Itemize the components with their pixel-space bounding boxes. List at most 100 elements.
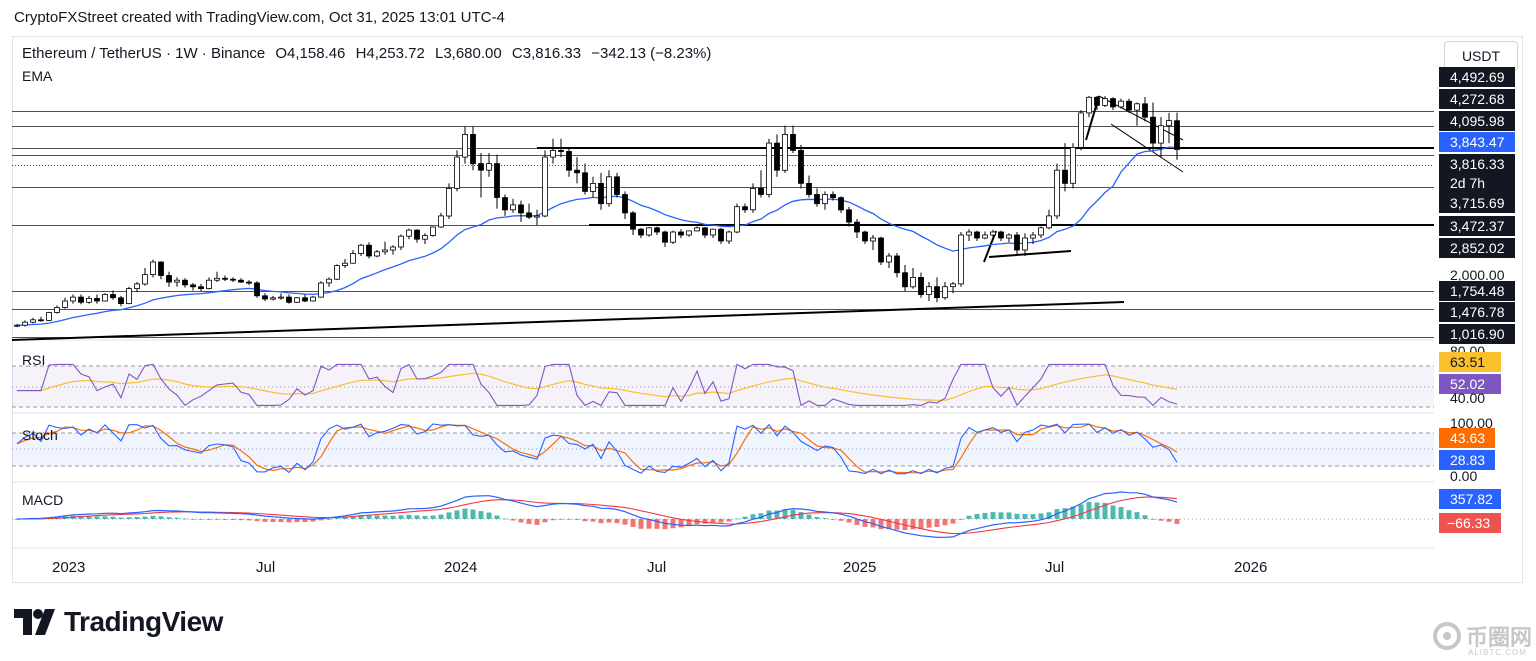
stoch-axis-label: 0.00 [1450, 468, 1477, 484]
candle-body [390, 246, 396, 251]
macd-histogram-bar [1022, 514, 1028, 519]
candle-body [766, 142, 772, 195]
macd-pane-label[interactable]: MACD [22, 492, 64, 508]
macd-histogram-bar [518, 519, 524, 523]
candle-body [78, 296, 84, 303]
macd-histogram-bar [918, 519, 924, 529]
macd-histogram-bar [1094, 502, 1100, 519]
candle-body [894, 255, 900, 274]
candle-body [710, 228, 716, 236]
price-axis-label: 4,492.69 [1450, 69, 1505, 85]
macd-histogram-bar [758, 513, 764, 519]
macd-histogram-bar [526, 519, 532, 524]
macd-histogram-bar [262, 519, 268, 522]
candle-body [1166, 120, 1172, 127]
channel-bottom-line [1110, 123, 1184, 173]
macd-histogram-bar [574, 519, 580, 520]
macd-histogram-bar [254, 519, 260, 522]
macd-histogram-bar [1134, 512, 1140, 519]
price-axis-label: 4,272.68 [1450, 91, 1505, 107]
candle-body [878, 237, 884, 263]
candle-body [326, 278, 332, 284]
candle-body [1110, 98, 1116, 108]
candle-body [1030, 234, 1036, 239]
ohlc-close: C3,816.33 [511, 45, 582, 62]
candle-body [30, 319, 36, 323]
macd-histogram-bar [1166, 519, 1172, 522]
watermark-text: 币圈网 [1466, 625, 1533, 650]
candle-body [406, 229, 412, 237]
candle-body [302, 297, 308, 302]
tradingview-logo[interactable]: TradingView [14, 606, 223, 638]
macd-histogram-bar [102, 516, 108, 519]
stoch-pane-label[interactable]: Stoch [22, 427, 58, 443]
candle-body [494, 163, 500, 198]
symbol-pair[interactable]: Ethereum / TetherUS · 1W · Binance [22, 45, 266, 62]
price-axis-label: 1,754.48 [1450, 283, 1505, 299]
macd-histogram-bar [470, 509, 476, 519]
candle-body [102, 294, 108, 302]
candle-body [358, 244, 364, 254]
candle-body [1150, 116, 1156, 144]
ema-indicator-label[interactable]: EMA [22, 68, 53, 84]
candle-body [342, 262, 348, 267]
symbol-legend: Ethereum / TetherUS · 1W · Binance O4,15… [22, 45, 717, 62]
candle-body [902, 272, 908, 288]
macd-histogram-bar [222, 519, 228, 520]
candle-body [550, 149, 556, 158]
macd-histogram-bar [734, 518, 740, 520]
candle-body [958, 234, 964, 285]
candle-body [846, 209, 852, 223]
candle-body [246, 281, 252, 284]
macd-histogram-bar [1118, 507, 1124, 519]
consolidation-line [988, 250, 1072, 258]
macd-histogram-bar [198, 519, 204, 520]
candle-body [214, 277, 220, 281]
ohlc-open: O4,158.46 [275, 45, 346, 62]
price-axis-label: 3,816.33 [1450, 156, 1505, 172]
macd-histogram-bar [854, 519, 860, 525]
macd-histogram-bar [206, 519, 212, 520]
candle-body [158, 261, 164, 276]
candle-body [798, 149, 804, 184]
candle-body [1062, 169, 1068, 184]
macd-histogram-bar [966, 515, 972, 519]
macd-histogram-bar [670, 519, 676, 529]
candle-body [854, 221, 860, 233]
macd-histogram-bar [334, 518, 340, 519]
price-axis-label: 3,843.47 [1450, 134, 1505, 150]
candle-body [782, 133, 788, 171]
macd-histogram-bar [566, 519, 572, 520]
candle-body [1126, 100, 1132, 111]
candle-body [950, 283, 956, 288]
candle-body [582, 172, 588, 192]
price-axis-tag [1439, 89, 1515, 109]
candle-body [742, 206, 748, 211]
candle-body [838, 197, 844, 211]
macd-histogram-bar [1030, 514, 1036, 519]
currency-button[interactable]: USDT [1444, 41, 1518, 71]
macd-histogram-bar [550, 519, 556, 521]
macd-histogram-bar [366, 515, 372, 519]
candle-body [1118, 100, 1124, 108]
rsi-ma-value: 63.51 [1450, 354, 1485, 370]
price-axis-tag [1439, 238, 1515, 258]
candle-body [734, 206, 740, 233]
price-axis-tag [1439, 302, 1515, 322]
macd-histogram-bar [1158, 519, 1164, 521]
candle-body [806, 182, 812, 195]
stoch-d-tag [1439, 428, 1495, 448]
rsi-axis-label: 40.00 [1450, 390, 1485, 406]
breakout-line [983, 230, 997, 263]
candle-body [94, 297, 100, 302]
candle-body [622, 194, 628, 214]
macd-histogram-bar [654, 519, 660, 529]
candle-body [382, 249, 388, 253]
macd-histogram-bar [958, 519, 964, 520]
candle-body [670, 231, 676, 243]
macd-histogram-bar [422, 515, 428, 519]
rsi-ma-tag [1439, 352, 1501, 372]
candle-body [790, 133, 796, 151]
rsi-pane-label[interactable]: RSI [22, 352, 46, 368]
